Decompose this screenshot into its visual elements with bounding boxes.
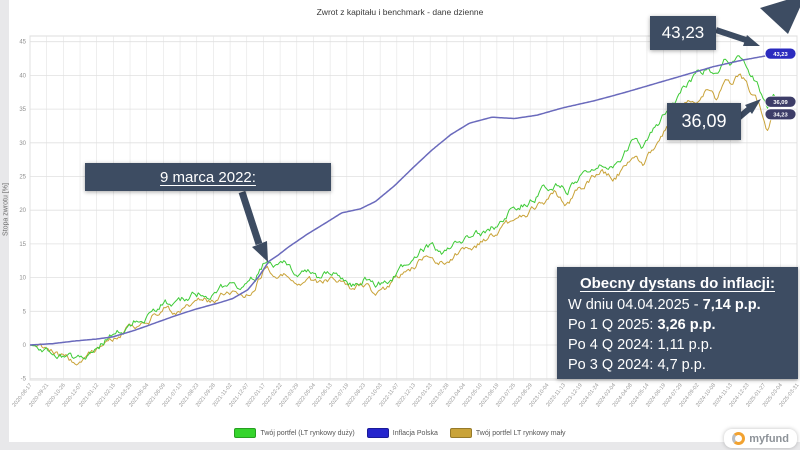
y-tick-label: 10 — [19, 276, 26, 282]
legend-swatch-icon — [234, 428, 257, 438]
series-line-1 — [29, 52, 782, 346]
y-tick-label: 25 — [19, 175, 26, 181]
page-edge-left — [0, 0, 9, 450]
y-tick-label: -5 — [21, 377, 27, 383]
annotation-arrows — [238, 0, 800, 262]
info-line: W dniu 04.04.2025 - 7,14 p.p. — [568, 297, 761, 313]
y-tick-label: 45 — [19, 40, 26, 46]
series-line-0 — [29, 55, 782, 360]
event-arrow-shaft — [238, 190, 263, 246]
myfund-ring-icon — [732, 432, 746, 445]
callout-portfolio-value: 36,09 — [667, 103, 741, 140]
info-box-lines: W dniu 04.04.2025 - 7,14 p.p. Po 1 Q 2025… — [568, 295, 761, 375]
event-arrow-head-icon — [252, 241, 268, 262]
end-value-badge-text: 43,23 — [773, 52, 788, 58]
legend-item-0[interactable]: Twój portfel (LT rynkowy duży) — [234, 428, 355, 438]
end-value-badge-text: 34,23 — [773, 112, 788, 118]
myfund-logo-text: myfund — [749, 432, 789, 445]
myfund-logo: myfund — [724, 429, 797, 448]
info-line: Po 3 Q 2024: 4,7 p.p. — [568, 357, 706, 373]
callout-inflation-value-text: 43,23 — [661, 23, 705, 42]
corner-arrow-icon — [760, 0, 800, 34]
y-tick-label: 20 — [19, 208, 26, 214]
legend-item-1[interactable]: Inflacja Polska — [366, 428, 438, 438]
chart-legend: Twój portfel (LT rynkowy duży) Inflacja P… — [0, 428, 800, 438]
y-tick-label: 5 — [23, 309, 27, 315]
callout-mid-arrow-head-icon — [745, 99, 761, 114]
legend-item-2[interactable]: Twój portfel LT rynkowy mały — [449, 428, 566, 438]
y-tick-label: 30 — [19, 141, 26, 147]
legend-label: Twój portfel (LT rynkowy duży) — [260, 429, 355, 437]
legend-swatch-icon — [366, 428, 389, 438]
info-box-title: Obecny dystans do inflacji: — [579, 275, 776, 292]
info-line: Po 4 Q 2024: 1,11 p.p. — [568, 337, 713, 353]
y-tick-label: 40 — [19, 73, 26, 79]
inflation-distance-info-box: Obecny dystans do inflacji: W dniu 04.04… — [557, 267, 798, 379]
callout-inflation-value: 43,23 — [650, 16, 716, 50]
end-value-badge-text: 36,09 — [773, 100, 788, 106]
legend-swatch-icon — [449, 428, 472, 438]
annotation-event-label: 9 marca 2022: — [160, 168, 256, 186]
page-edge-bottom — [0, 442, 800, 450]
annotation-event-box: 9 marca 2022: — [85, 163, 331, 191]
callout-portfolio-value-text: 36,09 — [681, 111, 727, 131]
series-line-2 — [29, 73, 782, 366]
callout-top-arrow-shaft — [715, 27, 747, 43]
y-tick-label: 0 — [23, 343, 27, 349]
legend-label: Twój portfel LT rynkowy mały — [475, 429, 566, 437]
chart-title: Zwrot z kapitału i benchmark - dane dzie… — [316, 7, 484, 17]
y-tick-label: 15 — [19, 242, 26, 248]
end-value-badge — [764, 47, 797, 60]
end-value-badge — [764, 108, 797, 121]
callout-top-arrow-head-icon — [743, 35, 760, 46]
legend-label: Inflacja Polska — [392, 429, 438, 437]
info-line: Po 1 Q 2025: 3,26 p.p. — [568, 317, 716, 333]
end-value-badge — [764, 95, 797, 108]
y-tick-label: 35 — [19, 107, 26, 113]
